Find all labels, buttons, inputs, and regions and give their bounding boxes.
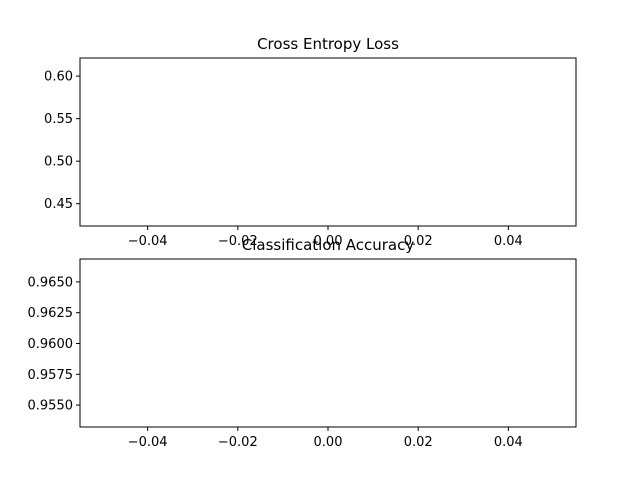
loss-x-tick-label: 0.00 (314, 234, 343, 249)
accuracy-y-tick-label: 0.9650 (28, 275, 74, 290)
accuracy-x-tick-label: 0.00 (314, 435, 343, 450)
accuracy-x-tick-label: −0.02 (218, 435, 258, 450)
loss-y-tick-label: 0.60 (44, 70, 73, 85)
loss-x-tick-label: 0.04 (494, 234, 523, 249)
accuracy-y-tick-label: 0.9625 (28, 306, 74, 321)
accuracy-chart-title: Classification Accuracy (242, 236, 415, 254)
accuracy-subplot: −0.04 −0.02 0.00 0.02 0.04 0.9550 0.9575 0.9600… (28, 236, 577, 450)
loss-y-tick-label: 0.50 (44, 155, 73, 170)
accuracy-axes-frame (79, 258, 577, 428)
loss-y-tick-label: 0.55 (44, 112, 73, 127)
loss-subplot: −0.04 −0.02 0.00 0.02 0.04 0.45 0.50 0.55 0.60 Cr… (44, 35, 577, 249)
accuracy-y-tick-label: 0.9575 (28, 368, 74, 383)
loss-x-tick-label: 0.02 (404, 234, 433, 249)
loss-x-tick-label: −0.02 (218, 234, 258, 249)
loss-axes-frame (79, 57, 577, 227)
loss-y-tick-label: 0.45 (44, 197, 73, 212)
loss-chart-title: Cross Entropy Loss (257, 35, 399, 53)
accuracy-x-tick-label: 0.02 (404, 435, 433, 450)
accuracy-y-tick-label: 0.9600 (28, 337, 74, 352)
accuracy-x-tick-label: 0.04 (494, 435, 523, 450)
accuracy-x-tick-label: −0.04 (128, 435, 168, 450)
accuracy-y-tick-label: 0.9550 (28, 399, 74, 414)
loss-x-tick-label: −0.04 (128, 234, 168, 249)
